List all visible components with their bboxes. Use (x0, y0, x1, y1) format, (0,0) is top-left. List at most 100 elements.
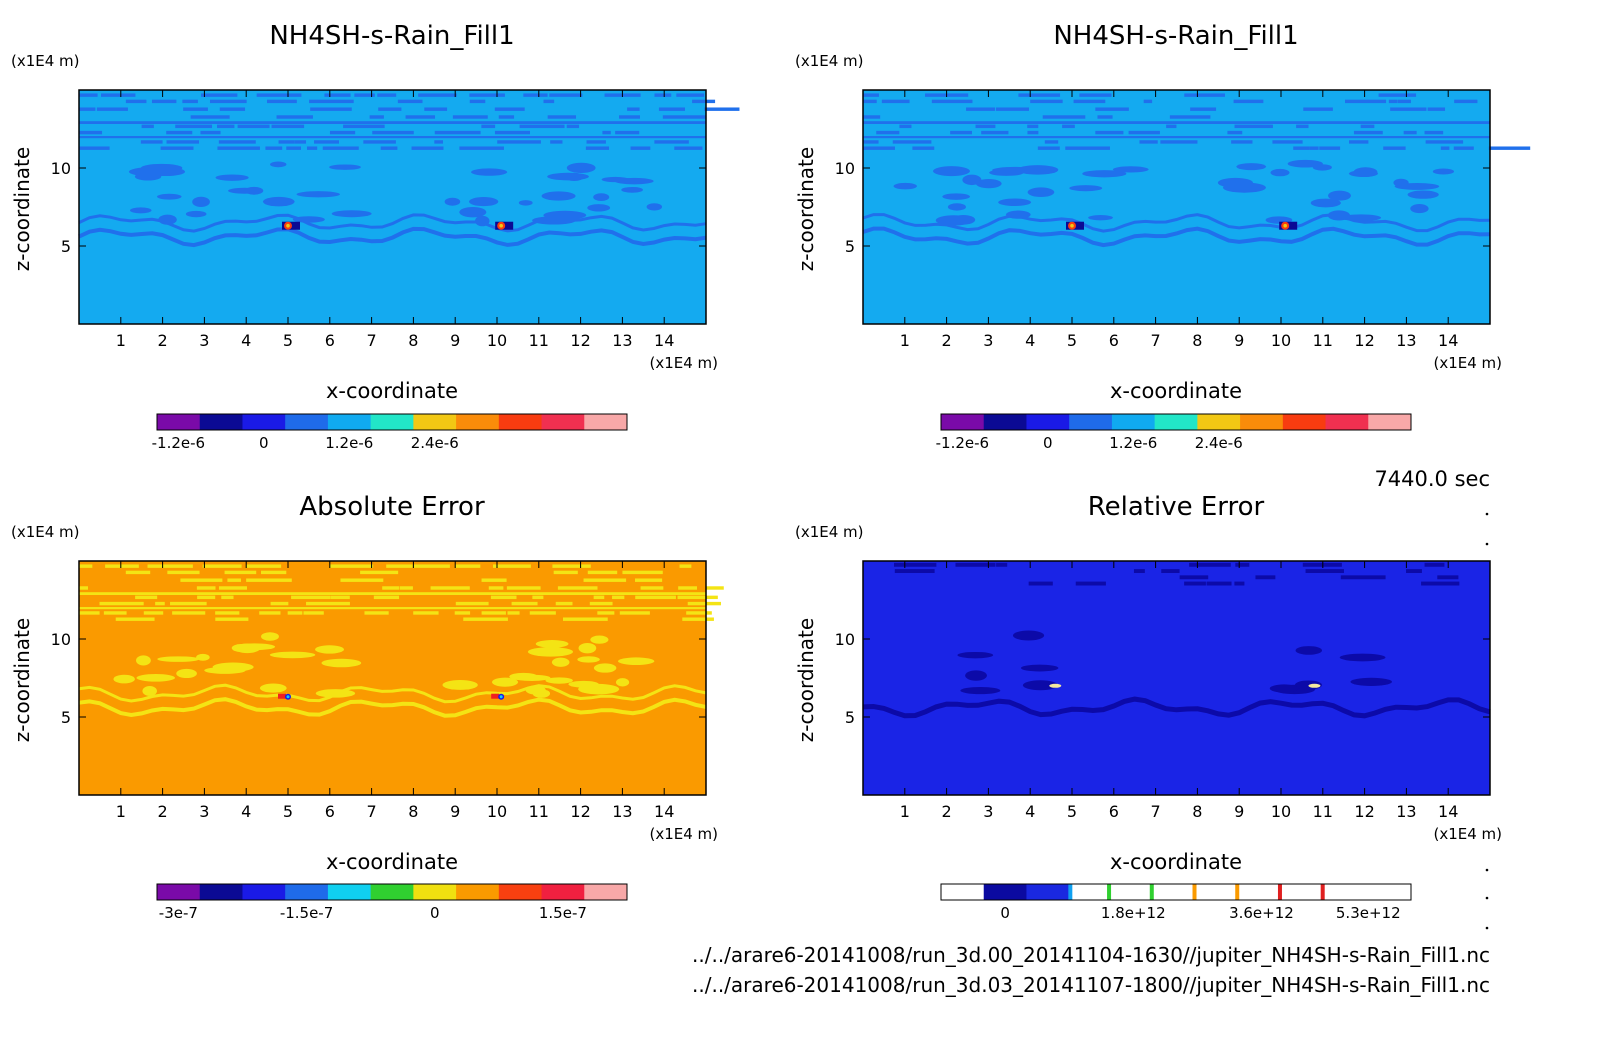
pattern-cell (265, 146, 283, 150)
colorbar-swatch (1325, 414, 1369, 430)
pattern-cell (1143, 99, 1153, 104)
pattern-cell (1425, 140, 1464, 144)
colorbar-level-line (1192, 884, 1197, 900)
x-tick-label: 10 (487, 802, 507, 821)
colorbar-tick-label: -1.2e-6 (936, 434, 989, 452)
pattern-cell (397, 99, 423, 104)
pattern-cell (382, 586, 399, 590)
y-unit-label: (x1E4 m) (795, 52, 864, 70)
pattern-cell (434, 130, 481, 135)
pattern-cell (1097, 115, 1113, 119)
pattern-cell (615, 130, 640, 135)
pattern-cell (309, 99, 354, 104)
colorbar-swatch (983, 414, 1027, 430)
pattern-cell (418, 93, 457, 97)
anomaly-marker (499, 695, 503, 699)
pattern-cell (1133, 569, 1145, 574)
y-axis-label: z-coordinate (794, 147, 818, 271)
pattern-cell (587, 570, 618, 575)
pattern-cell (892, 140, 932, 144)
pattern-cell (1128, 130, 1160, 135)
x-tick-label: 9 (1234, 331, 1244, 350)
pattern-cell (455, 601, 489, 606)
colorbar-swatch (242, 884, 286, 900)
pattern-cell (377, 93, 397, 97)
pattern-cell (166, 130, 193, 135)
colorbar-swatch (1282, 884, 1327, 900)
pattern-blob (142, 686, 157, 696)
x-unit-label: (x1E4 m) (649, 354, 718, 372)
margin-dot (1485, 542, 1489, 546)
chart-title: Relative Error (1088, 492, 1265, 522)
y-unit-label: (x1E4 m) (11, 52, 80, 70)
pattern-blob (1027, 187, 1055, 198)
colorbar-level-line (1277, 884, 1282, 900)
pattern-cell (1160, 140, 1198, 144)
x-tick-label: 3 (199, 331, 209, 350)
colorbar-swatch (1111, 884, 1156, 900)
pattern-cell (634, 578, 663, 582)
pattern-cell (481, 578, 507, 582)
anomaly-marker (491, 693, 500, 699)
anomaly-marker (278, 693, 286, 699)
pattern-cell (79, 107, 96, 111)
pattern-wave (78, 213, 707, 233)
pattern-cell (654, 140, 689, 144)
x-tick-label: 5 (1067, 331, 1077, 350)
pattern-blob (459, 206, 487, 218)
pattern-cell (975, 124, 996, 129)
pattern-wave (78, 226, 707, 248)
pattern-cell (1184, 581, 1206, 586)
pattern-cell (547, 115, 577, 119)
colorbar-tick-label: 1.2e-6 (325, 434, 373, 452)
pattern-blob (545, 677, 573, 684)
x-tick-label: 14 (1438, 331, 1458, 350)
pattern-cell (553, 570, 578, 575)
pattern-cell (463, 617, 508, 621)
anomaly-marker (1308, 683, 1321, 688)
pattern-cell (221, 595, 234, 600)
file-path: ../../arare6-20141008/run_3d.00_20141104… (692, 943, 1490, 967)
pattern-blob (469, 196, 499, 207)
pattern-blob (893, 182, 917, 190)
pattern-cell (1189, 562, 1231, 567)
pattern-cell (863, 146, 895, 150)
colorbar-swatch (983, 884, 1027, 900)
pattern-cell (1296, 124, 1309, 129)
colorbar-swatch (541, 414, 585, 430)
pattern-cell (219, 107, 246, 111)
pattern-cell (79, 130, 103, 135)
pattern-cell (635, 595, 676, 600)
pattern-cell (469, 93, 505, 97)
pattern-blob (1236, 163, 1267, 171)
pattern-cell (278, 140, 295, 144)
pattern-cell (160, 146, 194, 150)
x-tick-label: 11 (529, 331, 549, 350)
pattern-blob (259, 683, 287, 693)
pattern-band (79, 592, 706, 596)
pattern-blob (1269, 684, 1299, 693)
pattern-cell (682, 617, 714, 621)
pattern-cell (246, 564, 282, 568)
x-tick-label: 4 (241, 331, 251, 350)
colorbar-tick-label: 5.3e+12 (1336, 904, 1401, 922)
pattern-cell (378, 107, 402, 111)
pattern-cell (343, 124, 385, 129)
pattern-cell (662, 115, 706, 119)
colorbar-level-line (1107, 884, 1112, 900)
pattern-cell (677, 595, 718, 600)
pattern-cell (1234, 581, 1245, 586)
colorbar-swatch (584, 884, 628, 900)
pattern-cell (863, 99, 877, 104)
pattern-cell (196, 586, 216, 590)
colorbar-swatch (541, 884, 585, 900)
pattern-blob (492, 677, 519, 687)
pattern-cell (306, 146, 318, 150)
x-tick-label: 13 (1396, 331, 1416, 350)
pattern-cell (452, 115, 488, 119)
pattern-cell (1255, 575, 1276, 580)
y-tick-label: 10 (835, 159, 855, 178)
colorbar-frame (156, 413, 628, 431)
colorbar-swatch (1154, 414, 1198, 430)
colorbar-swatch (327, 884, 372, 900)
